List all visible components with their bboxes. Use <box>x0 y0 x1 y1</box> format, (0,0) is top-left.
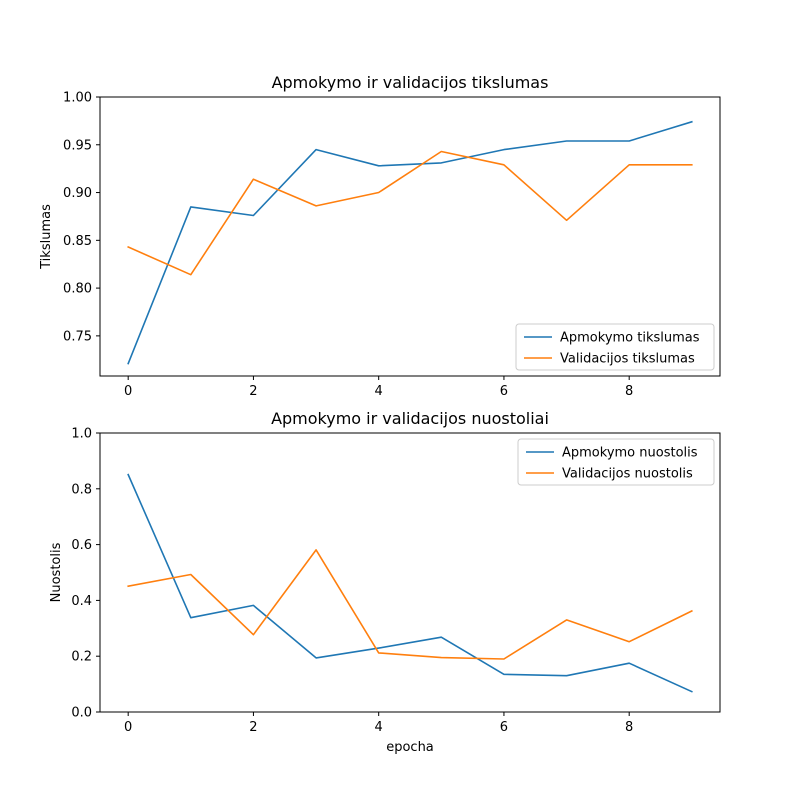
x-tick-label: 2 <box>249 720 257 735</box>
y-axis-label: Nuostolis <box>49 542 64 602</box>
x-tick-label: 4 <box>375 384 383 399</box>
y-tick-label: 0.6 <box>71 538 92 553</box>
y-axis-label: Tikslumas <box>39 204 54 270</box>
y-tick-label: 0.4 <box>71 594 92 609</box>
series-line-2 <box>127 549 693 660</box>
series-line-2 <box>127 150 693 276</box>
axes-frame <box>99 96 721 377</box>
y-tick-label: 1.00 <box>63 91 92 106</box>
x-tick-label: 0 <box>124 720 132 735</box>
x-axis-label: epocha <box>386 740 434 755</box>
legend-box <box>517 438 715 486</box>
x-tick-label: 6 <box>500 720 508 735</box>
axes-frame <box>99 432 721 713</box>
y-tick-label: 0.90 <box>63 186 92 201</box>
x-tick-label: 8 <box>625 384 633 399</box>
legend: Apmokymo tikslumas Validacijos tikslumas <box>515 323 715 371</box>
x-tick-label: 8 <box>625 720 633 735</box>
x-tick-label: 0 <box>124 384 132 399</box>
x-tick-label: 4 <box>375 720 383 735</box>
legend-label-2: Validacijos tikslumas <box>560 352 695 367</box>
legend-label-1: Apmokymo tikslumas <box>560 331 700 346</box>
x-tick-label: 6 <box>500 384 508 399</box>
chart-title: Apmokymo ir validacijos nuostoliai <box>271 409 549 428</box>
legend-box <box>515 323 715 371</box>
y-tick-label: 0.95 <box>63 138 92 153</box>
y-tick-label: 0.80 <box>63 282 92 297</box>
y-tick-label: 0.75 <box>63 329 92 344</box>
legend-label-1: Apmokymo nuostolis <box>562 446 698 461</box>
legend-label-2: Validacijos nuostolis <box>562 467 693 482</box>
legend: Apmokymo nuostolis Validacijos nuostolis <box>517 438 715 486</box>
y-tick-label: 0.85 <box>63 234 92 249</box>
series-line-1 <box>127 473 693 693</box>
x-tick-label: 2 <box>249 384 257 399</box>
y-tick-label: 0.8 <box>71 482 92 497</box>
series-line-1 <box>127 120 693 365</box>
chart-panel-2: 0 2 4 6 8 0.0 0.2 0.4 0.6 0.8 1.0 Apmokymo ir valid… <box>49 409 721 755</box>
y-tick-label: 0.2 <box>71 650 92 665</box>
y-tick-label: 0.0 <box>71 706 92 721</box>
chart-panel-1: 0 2 4 6 8 0.75 0.80 0.85 0.90 0.95 1.00 Apmokymo ir… <box>39 73 721 399</box>
y-tick-label: 1.0 <box>71 427 92 442</box>
chart-title: Apmokymo ir validacijos tikslumas <box>272 73 549 92</box>
